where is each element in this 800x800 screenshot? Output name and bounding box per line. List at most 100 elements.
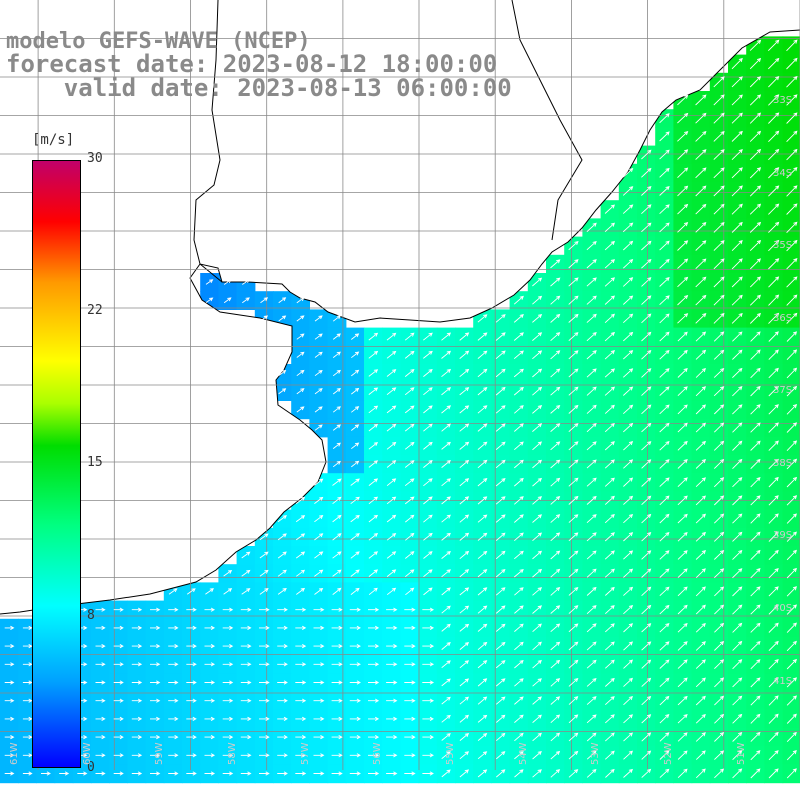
colorbar — [32, 160, 81, 768]
wind-vector-arrow — [749, 312, 761, 324]
wind-vector-arrow — [331, 716, 343, 721]
wind-vector-arrow — [768, 476, 779, 488]
wind-vector-arrow — [313, 625, 325, 630]
wind-vector-arrow — [622, 368, 634, 378]
wind-vector-arrow — [222, 607, 234, 612]
wind-vector-arrow — [386, 423, 397, 432]
wind-vector-arrow — [113, 771, 124, 776]
wind-vector-arrow — [368, 496, 379, 505]
wind-vector-arrow — [641, 532, 652, 542]
wind-vector-arrow — [568, 514, 579, 523]
wind-vector-arrow — [532, 350, 543, 360]
wind-vector-arrow — [586, 659, 597, 669]
wind-vector-arrow — [95, 698, 106, 703]
wind-vector-arrow — [677, 422, 688, 433]
wind-vector-arrow — [786, 604, 797, 615]
lat-lon-grid — [0, 0, 800, 770]
wind-vector-arrow — [222, 735, 234, 740]
wind-vector-arrow — [550, 404, 561, 414]
wind-vector-arrow — [732, 713, 743, 724]
wind-vector-arrow — [604, 550, 615, 560]
wind-vector-arrow — [604, 732, 615, 742]
wind-vector-arrow — [240, 698, 252, 703]
wind-vector-arrow — [351, 351, 360, 359]
wind-vector-arrow — [349, 644, 361, 649]
wind-vector-arrow — [732, 440, 743, 451]
wind-vector-arrow — [22, 771, 33, 776]
wind-vector-arrow — [604, 404, 615, 414]
wind-vector-arrow — [278, 315, 287, 322]
wind-vector-arrow — [550, 623, 561, 633]
wind-vector-arrow — [750, 622, 761, 633]
wind-vector-arrow — [623, 586, 634, 596]
wind-vector-arrow — [532, 732, 542, 742]
wind-vector-arrow — [4, 644, 15, 649]
wind-vector-arrow — [731, 203, 743, 215]
wind-vector-arrow — [459, 714, 470, 723]
wind-vector-arrow — [641, 277, 652, 287]
wind-vector-arrow — [368, 735, 380, 740]
wind-vector-arrow — [659, 331, 670, 342]
wind-vector-arrow — [386, 735, 398, 740]
wind-vector-arrow — [441, 441, 451, 450]
wind-vector-arrow — [550, 295, 561, 305]
wind-vector-arrow — [186, 771, 197, 776]
wind-vector-arrow — [550, 696, 561, 705]
wind-vector-arrow — [695, 331, 707, 342]
wind-vector-arrow — [459, 605, 470, 614]
wind-vector-arrow — [277, 644, 288, 649]
wind-vector-arrow — [296, 333, 305, 340]
wind-vector-arrow — [441, 496, 451, 505]
wind-vector-arrow — [749, 76, 762, 88]
wind-vector-arrow — [677, 349, 688, 360]
wind-vector-arrow — [732, 586, 743, 597]
wind-vector-arrow — [586, 259, 597, 269]
wind-vector-arrow — [168, 771, 179, 776]
wind-vector-arrow — [295, 644, 307, 649]
wind-vector-arrow — [222, 716, 234, 721]
wind-vector-arrow — [459, 387, 470, 396]
wind-vector-arrow — [768, 531, 779, 542]
wind-vector-arrow — [441, 551, 451, 559]
wind-vector-arrow — [131, 680, 143, 685]
wind-vector-arrow — [495, 496, 506, 505]
wind-vector-arrow — [550, 514, 561, 523]
wind-vector-arrow — [240, 753, 252, 758]
wind-vector-arrow — [350, 533, 360, 541]
wind-vector-arrow — [732, 695, 743, 706]
wind-vector-arrow — [204, 680, 216, 685]
wind-vector-arrow — [550, 423, 561, 432]
wind-vector-arrow — [422, 625, 435, 630]
wind-vector-arrow — [168, 662, 179, 667]
wind-vector-arrow — [586, 386, 597, 396]
wind-vector-arrow — [477, 314, 488, 323]
wind-vector-arrow — [277, 607, 288, 612]
wind-vector-arrow — [677, 513, 688, 524]
wind-vector-arrow — [731, 258, 743, 270]
wind-vector-arrow — [222, 698, 234, 703]
wind-vector-arrow — [677, 331, 688, 342]
wind-vector-arrow — [623, 550, 634, 560]
wind-vector-arrow — [786, 549, 797, 561]
wind-vector-arrow — [532, 714, 542, 723]
wind-vector-arrow — [641, 623, 652, 633]
wind-vector-arrow — [750, 422, 761, 433]
wind-vector-arrow — [713, 203, 725, 215]
wind-vector-arrow — [786, 57, 798, 70]
wind-vector-arrow — [95, 735, 106, 740]
wind-vector-arrow — [350, 478, 360, 486]
wind-vector-arrow — [604, 659, 615, 669]
wind-vector-arrow — [749, 57, 762, 70]
wind-vector-arrow — [714, 695, 725, 706]
wind-vector-arrow — [550, 441, 561, 451]
wind-vector-arrow — [786, 750, 797, 761]
wind-vector-arrow — [223, 297, 232, 304]
wind-vector-arrow — [713, 258, 725, 270]
wind-vector-arrow — [604, 331, 616, 342]
wind-vector-arrow — [368, 662, 380, 667]
wind-vector-arrow — [459, 696, 470, 705]
wind-vector-arrow — [495, 532, 506, 541]
wind-vector-arrow — [241, 588, 251, 595]
wind-vector-arrow — [732, 568, 743, 579]
wind-vector-arrow — [749, 94, 762, 106]
